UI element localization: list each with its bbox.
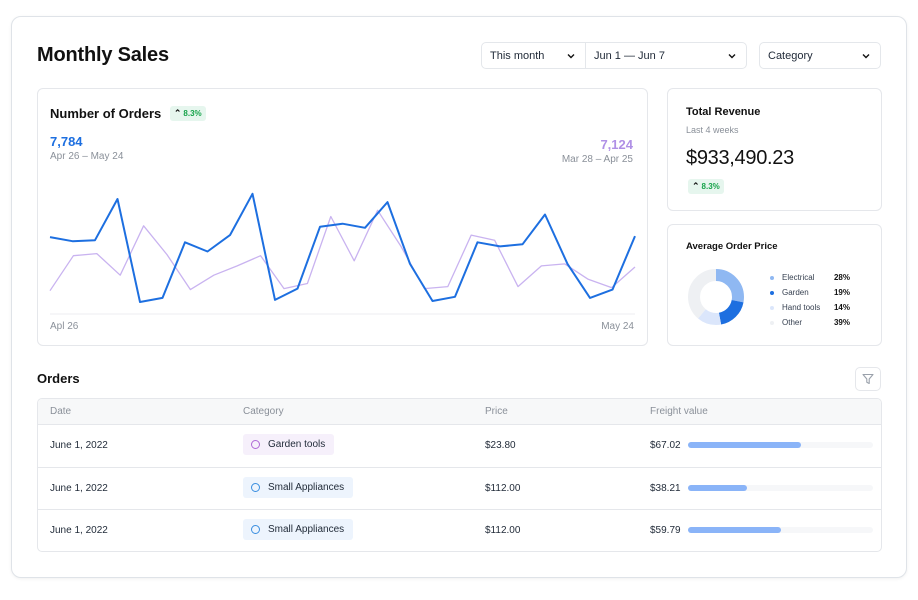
category-chip: Small Appliances [243,519,354,540]
legend-item: Other 39% [770,315,850,330]
legend-item: Hand tools 14% [770,300,850,315]
freight-bar-fill [688,484,748,491]
orders-chart-title: Number of Orders [50,106,162,121]
legend-percent: 39% [833,318,850,327]
table-row[interactable]: June 1, 2022 Small Appliances $112.00 $38.2… [38,468,881,510]
legend-item: Electrical 28% [770,270,850,285]
current-period-line [49,192,636,303]
column-header-category: Category [243,406,284,417]
current-period-range: Apr 26 – May 24 [50,151,124,162]
circle-icon [251,525,260,534]
revenue-title: Total Revenue [686,106,761,118]
order-date: June 1, 2022 [50,525,108,536]
date-filter-group: This month Jun 1 — Jun 7 [481,42,747,69]
orders-line-chart [49,192,636,315]
aop-title: Average Order Price [686,241,778,252]
category-chip: Small Appliances [243,476,354,498]
x-axis-end-label: May 24 [601,321,634,332]
order-date: June 1, 2022 [50,440,108,451]
table-body: June 1, 2022 Garden tools $23.80 $67.02 June… [38,425,881,551]
category-label: Garden tools [268,439,326,450]
legend-label: Other [782,318,803,327]
column-header-price: Price [485,406,508,417]
arrow-up-icon: ⌃ [173,108,182,118]
orders-table: Date Category Price Freight value June 1… [37,398,882,552]
column-header-freight: Freight value [650,406,708,417]
freight-bar-fill [688,527,781,533]
previous-period-line [49,209,636,292]
date-range-label: Jun 1 — Jun 7 [594,49,665,62]
legend-label: Hand tools [782,303,821,312]
arrow-up-icon: ⌃ [692,181,700,191]
category-label: Small Appliances [268,524,345,535]
order-date: June 1, 2022 [50,482,108,494]
legend-label: Garden [782,288,809,297]
x-axis-start-label: Apl 26 [50,321,79,332]
legend-swatch [770,290,774,295]
previous-period-value: 7,124 [600,137,633,152]
legend-swatch [770,320,774,325]
order-price: $23.80 [485,440,516,451]
average-order-price-card: Average Order Price Electrical 28% Garden 1… [667,224,882,346]
period-select-label: This month [490,49,545,62]
date-range-select[interactable]: Jun 1 — Jun 7 [586,43,746,68]
freight-value: $59.79 [650,525,681,536]
donut-slice-other [688,269,744,325]
order-price: $112.00 [485,525,521,536]
legend-percent: 14% [833,303,850,312]
period-select[interactable]: This month [482,43,586,68]
chevron-down-icon [728,53,736,58]
orders-change-badge: ⌃ 8.3% [169,106,206,121]
table-row[interactable]: June 1, 2022 Garden tools $23.80 $67.02 [38,425,881,468]
order-price: $112.00 [485,482,521,494]
column-header-date: Date [50,406,72,417]
table-header: Date Category Price Freight value [38,399,881,425]
revenue-change-badge: ⌃ 8.3% [688,179,724,194]
donut-legend: Electrical 28% Garden 19% Hand tools 14% Other… [770,270,850,330]
legend-label: Electrical [782,273,815,282]
freight-bar-fill [688,442,801,448]
circle-icon [251,440,260,449]
circle-icon [251,482,260,492]
orders-change-value: 8.3% [183,109,202,118]
revenue-change-value: 8.3% [701,182,720,191]
total-revenue-card: Total Revenue Last 4 weeks $933,490.23 ⌃… [667,88,882,211]
orders-chart-title-row: Number of Orders ⌃ 8.3% [50,106,206,121]
legend-percent: 19% [833,288,850,297]
chevron-down-icon [862,53,870,58]
orders-section-title: Orders [37,371,80,386]
freight-value: $67.02 [650,440,681,451]
filter-icon [862,373,874,385]
category-chip: Garden tools [243,434,335,455]
revenue-subtitle: Last 4 weeks [686,125,739,135]
page-title: Monthly Sales [37,44,169,66]
category-label: Small Appliances [268,481,345,493]
freight-value: $38.21 [650,482,681,494]
chevron-down-icon [567,53,575,58]
category-select-label: Category [768,49,813,62]
freight-bar [688,442,873,448]
previous-period-range: Mar 28 – Apr 25 [561,154,633,165]
legend-item: Garden 19% [770,285,850,300]
category-donut-chart [688,269,744,325]
category-select[interactable]: Category [759,42,881,69]
table-row[interactable]: June 1, 2022 Small Appliances $112.00 $59.7… [38,510,881,551]
legend-swatch [770,305,774,310]
filter-button[interactable] [855,367,881,391]
donut-slice-hand-tools [688,269,744,325]
orders-chart-card: Number of Orders ⌃ 8.3% 7,784 Apr 26 – M… [37,88,648,346]
legend-swatch [770,275,774,280]
current-period-value: 7,784 [50,134,83,149]
revenue-value: $933,490.23 [686,147,794,169]
freight-bar [688,527,873,533]
freight-bar [688,484,873,491]
legend-percent: 28% [833,273,850,282]
